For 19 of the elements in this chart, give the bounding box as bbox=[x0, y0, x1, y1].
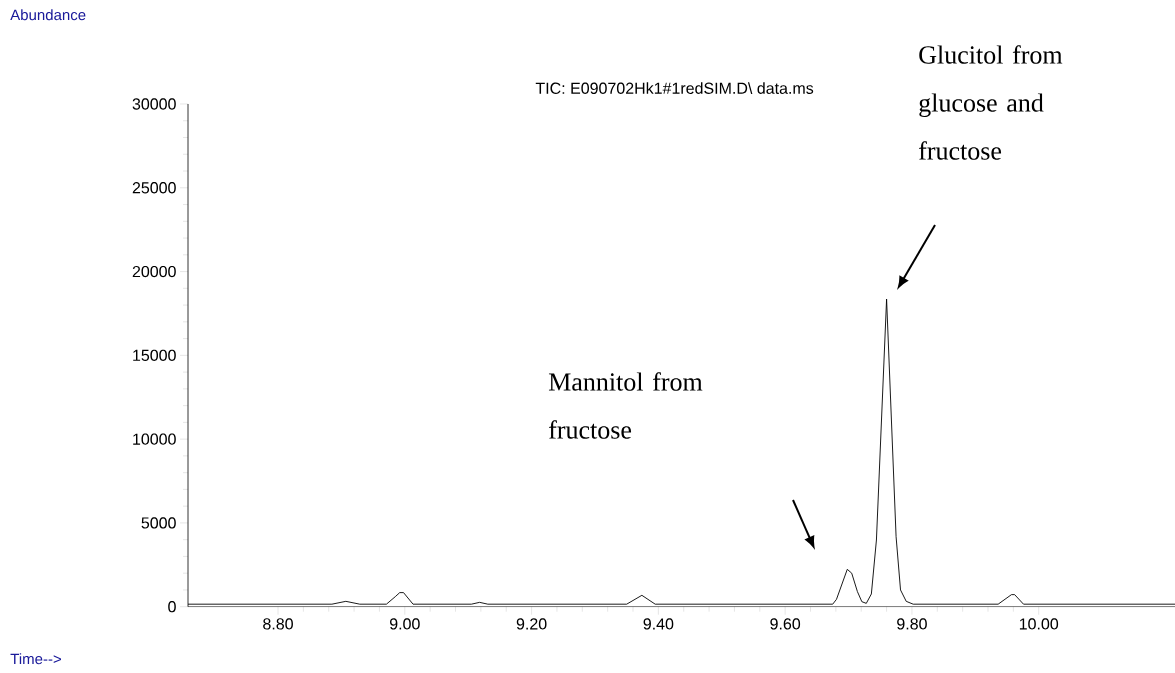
x-tick-label: 9.00 bbox=[389, 618, 420, 630]
x-tick-label: 10.00 bbox=[1019, 618, 1059, 630]
x-tick-label: 9.80 bbox=[897, 618, 927, 630]
annotation: Glucitol from glucose and fructose bbox=[919, 45, 1063, 160]
x-tick-label: 9.40 bbox=[643, 618, 674, 630]
y-tick-label: 0 bbox=[168, 601, 176, 613]
y-tick-label: 20000 bbox=[132, 265, 176, 278]
y-tick-label: 25000 bbox=[132, 182, 176, 194]
y-tick-label: 5000 bbox=[141, 517, 176, 529]
x-tick-label: 9.60 bbox=[770, 618, 801, 630]
y-tick-label: 30000 bbox=[132, 98, 176, 110]
text: Abundance bbox=[10, 9, 86, 21]
chart-title: TIC: E090702Hk1#1redSIM.D\ data.ms bbox=[535, 82, 814, 94]
x-tick-label: 9.20 bbox=[516, 618, 547, 630]
text: Time--> bbox=[10, 653, 61, 665]
y-tick-label: 10000 bbox=[133, 433, 176, 445]
x-tick-label: 8.80 bbox=[263, 618, 293, 630]
annotation: Mannitol from fructose bbox=[548, 372, 703, 439]
y-tick-label: 15000 bbox=[133, 349, 176, 362]
